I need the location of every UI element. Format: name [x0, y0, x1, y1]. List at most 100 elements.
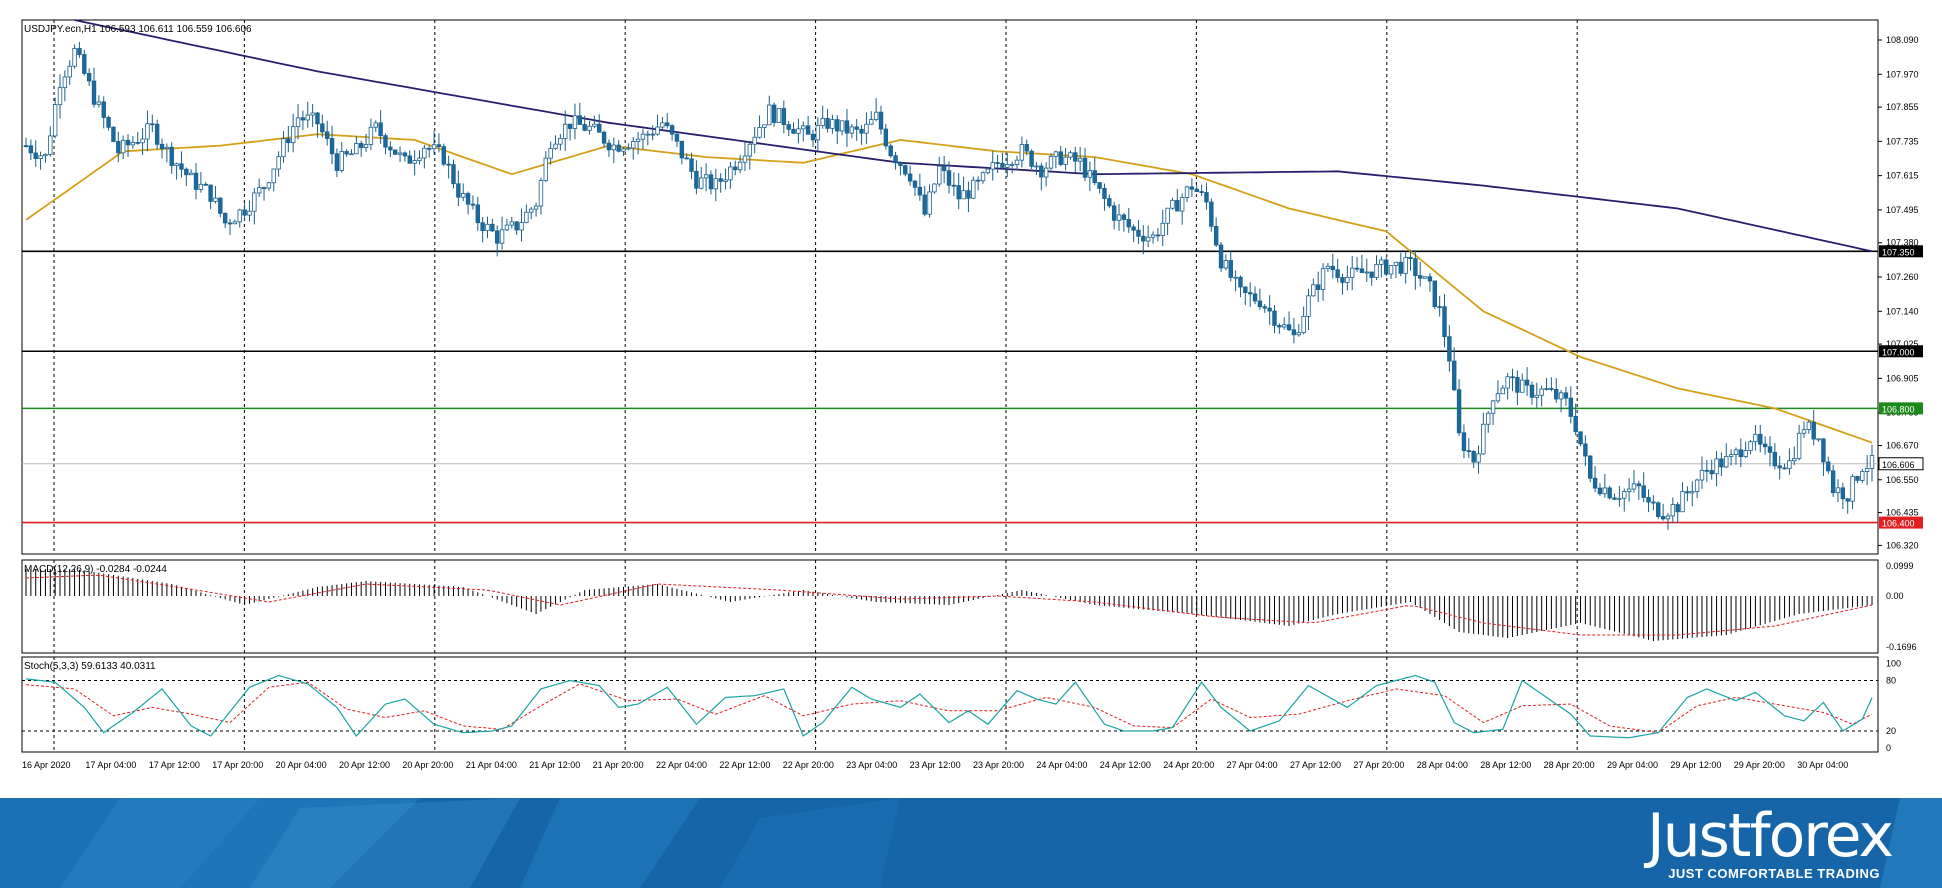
macd-panel-title: MACD(12,26,9) -0.0284 -0.0244	[24, 564, 167, 575]
candle-body	[320, 123, 325, 133]
candlestick	[815, 117, 821, 151]
candlestick	[839, 120, 845, 136]
candlestick	[1690, 481, 1695, 507]
candle-body	[975, 179, 981, 182]
candle-body	[86, 73, 92, 82]
candlestick	[1291, 317, 1297, 344]
candlestick	[703, 163, 709, 192]
candlestick	[261, 186, 267, 201]
candlestick	[805, 115, 811, 135]
candle-body	[1461, 432, 1467, 451]
price-panel	[22, 19, 1878, 530]
candlestick	[1204, 182, 1209, 210]
candlestick	[315, 111, 320, 138]
candle-body	[781, 108, 787, 126]
candlestick	[645, 130, 651, 146]
candle-body	[1709, 470, 1714, 475]
candlestick	[626, 143, 631, 151]
candle-body	[1656, 502, 1661, 517]
candle-body	[878, 111, 884, 130]
candlestick	[422, 144, 427, 169]
candle-body	[514, 221, 519, 231]
candle-body	[572, 115, 578, 129]
candlestick	[1709, 459, 1714, 480]
candle-body	[101, 101, 106, 118]
candlestick	[1826, 456, 1831, 474]
y-tick-label: 107.735	[1886, 136, 1919, 146]
candlestick	[461, 183, 466, 202]
chart-grid	[21, 19, 1879, 753]
candle-body	[660, 122, 665, 128]
candlestick	[1398, 252, 1403, 277]
candlestick	[1486, 411, 1491, 433]
candle-body	[1626, 488, 1632, 492]
candlestick	[1111, 201, 1117, 230]
candlestick	[572, 103, 578, 140]
candlestick	[1043, 162, 1049, 187]
x-tick-label: 28 Apr 12:00	[1480, 760, 1531, 770]
candle-body	[1850, 476, 1855, 502]
candlestick	[412, 150, 417, 176]
candlestick	[290, 113, 296, 153]
candle-body	[1145, 236, 1151, 242]
candle-body	[1767, 446, 1773, 453]
candle-body	[835, 119, 840, 132]
candlestick	[1466, 437, 1471, 458]
candle-body	[106, 117, 111, 128]
candlestick	[1539, 385, 1544, 407]
candle-body	[718, 178, 723, 182]
candlestick	[674, 133, 680, 147]
candle-body	[295, 117, 301, 128]
candlestick	[188, 169, 194, 176]
candlestick	[985, 167, 991, 175]
candlestick	[567, 123, 573, 141]
candle-body	[1063, 156, 1068, 165]
candle-body	[373, 122, 378, 128]
candle-body	[1029, 150, 1034, 167]
candle-body	[1281, 324, 1287, 328]
candlestick	[96, 95, 102, 108]
candlestick	[363, 133, 369, 152]
stochastic-panel	[22, 674, 1878, 739]
candle-body	[290, 126, 296, 144]
candlestick	[961, 176, 966, 200]
candle-body	[912, 180, 918, 188]
candlestick	[159, 138, 165, 159]
candlestick	[1073, 146, 1078, 173]
candle-body	[1009, 164, 1015, 166]
candlestick	[329, 125, 335, 165]
candlestick	[1651, 495, 1656, 511]
candle-body	[966, 190, 971, 199]
candle-body	[1660, 516, 1666, 520]
candlestick	[1840, 482, 1846, 509]
candle-body	[154, 123, 160, 145]
candlestick	[1753, 425, 1758, 451]
candlestick	[1340, 273, 1345, 295]
candlestick	[946, 161, 952, 194]
candlestick	[1107, 194, 1112, 209]
candle-body	[640, 133, 646, 140]
candlestick	[91, 67, 97, 108]
candle-body	[286, 138, 291, 144]
candlestick	[208, 184, 213, 210]
candlestick	[120, 135, 126, 160]
candle-body	[946, 170, 952, 186]
candle-body	[441, 146, 446, 165]
candle-body	[417, 157, 422, 162]
candlestick	[1068, 150, 1073, 160]
candle-body	[1568, 397, 1574, 417]
candle-body	[941, 165, 947, 172]
candle-body	[159, 143, 165, 150]
candlestick	[441, 143, 446, 167]
x-tick-label: 20 Apr 12:00	[339, 760, 390, 770]
candle-body	[388, 146, 393, 151]
candlestick	[538, 177, 544, 215]
candlestick	[1670, 497, 1676, 524]
candle-body	[825, 117, 830, 129]
candlestick	[582, 115, 587, 132]
level-label: 106.400	[1882, 519, 1915, 529]
candlestick	[1189, 178, 1195, 198]
x-tick-label: 23 Apr 12:00	[910, 760, 961, 770]
x-tick-label: 24 Apr 04:00	[1036, 760, 1087, 770]
candle-body	[737, 161, 743, 171]
